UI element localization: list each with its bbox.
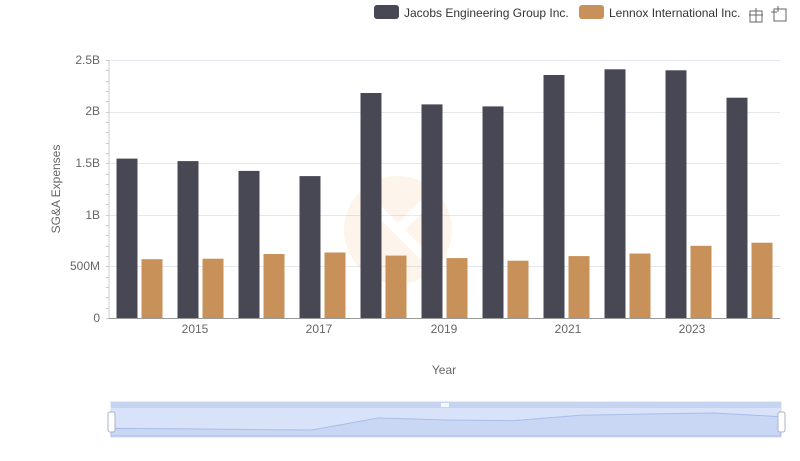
x-axis-title: Year (432, 363, 456, 377)
bar-jacobs-2023[interactable] (665, 70, 687, 318)
y-tick-label: 1.5B (75, 156, 100, 170)
data-zoom-top-handle[interactable] (441, 403, 449, 407)
data-zoom-sparkline (110, 412, 782, 437)
x-tick-labels: 2015 2017 2019 2021 2023 (182, 322, 706, 336)
bar-jacobs-2014[interactable] (116, 158, 138, 318)
bar-lennox-2016[interactable] (263, 254, 285, 318)
y-axis-minor-ticks (106, 60, 109, 319)
legend-swatch-jacobs (374, 5, 399, 19)
bar-lennox-2020[interactable] (507, 260, 529, 318)
bar-jacobs-2021[interactable] (543, 75, 565, 318)
y-axis-title: SG&A Expenses (49, 145, 63, 234)
y-tick-label: 1B (85, 208, 100, 222)
bar-lennox-2015[interactable] (202, 258, 224, 318)
x-tick-label: 2021 (555, 322, 582, 336)
data-zoom-slider[interactable] (107, 401, 786, 438)
bar-lennox-2023[interactable] (690, 245, 712, 318)
bar-jacobs-2015[interactable] (177, 161, 199, 318)
y-tick-label: 500M (70, 259, 100, 273)
bar-lennox-2014[interactable] (141, 259, 163, 318)
bar-lennox-2017[interactable] (324, 252, 346, 319)
bar-jacobs-2022[interactable] (604, 69, 626, 318)
y-tick-labels: 0 500M 1B 1.5B 2B 2.5B (70, 53, 100, 325)
bar-lennox-2024[interactable] (751, 242, 773, 318)
bar-jacobs-2019[interactable] (421, 104, 443, 319)
bar-lennox-2019[interactable] (446, 258, 468, 318)
bar-jacobs-2016[interactable] (238, 170, 260, 318)
bar-lennox-2022[interactable] (629, 253, 651, 319)
y-tick-label: 0 (93, 311, 100, 325)
legend-swatch-lennox (579, 5, 604, 19)
restore-icon[interactable] (771, 6, 787, 22)
x-tick-label: 2019 (431, 322, 458, 336)
y-tick-label: 2B (85, 104, 100, 118)
legend-item-lennox[interactable]: Lennox International Inc. (579, 5, 740, 20)
data-zoom-right-handle[interactable] (777, 411, 786, 433)
bar-jacobs-2024[interactable] (726, 97, 748, 318)
legend: Jacobs Engineering Group Inc. Lennox Int… (374, 5, 740, 20)
legend-label-lennox: Lennox International Inc. (609, 6, 740, 20)
legend-item-jacobs[interactable]: Jacobs Engineering Group Inc. (374, 5, 569, 20)
bars (116, 69, 773, 319)
x-tick-label: 2015 (182, 322, 209, 336)
data-zoom-left-handle[interactable] (107, 411, 116, 433)
bar-lennox-2021[interactable] (568, 256, 590, 318)
legend-label-jacobs: Jacobs Engineering Group Inc. (404, 6, 569, 20)
bar-jacobs-2018[interactable] (360, 93, 382, 318)
x-tick-label: 2023 (679, 322, 706, 336)
bar-jacobs-2017[interactable] (299, 176, 321, 318)
bar-jacobs-2020[interactable] (482, 106, 504, 319)
x-tick-label: 2017 (306, 322, 333, 336)
bar-lennox-2018[interactable] (385, 255, 407, 318)
zoom-icon[interactable] (749, 8, 763, 23)
y-tick-label: 2.5B (75, 53, 100, 67)
